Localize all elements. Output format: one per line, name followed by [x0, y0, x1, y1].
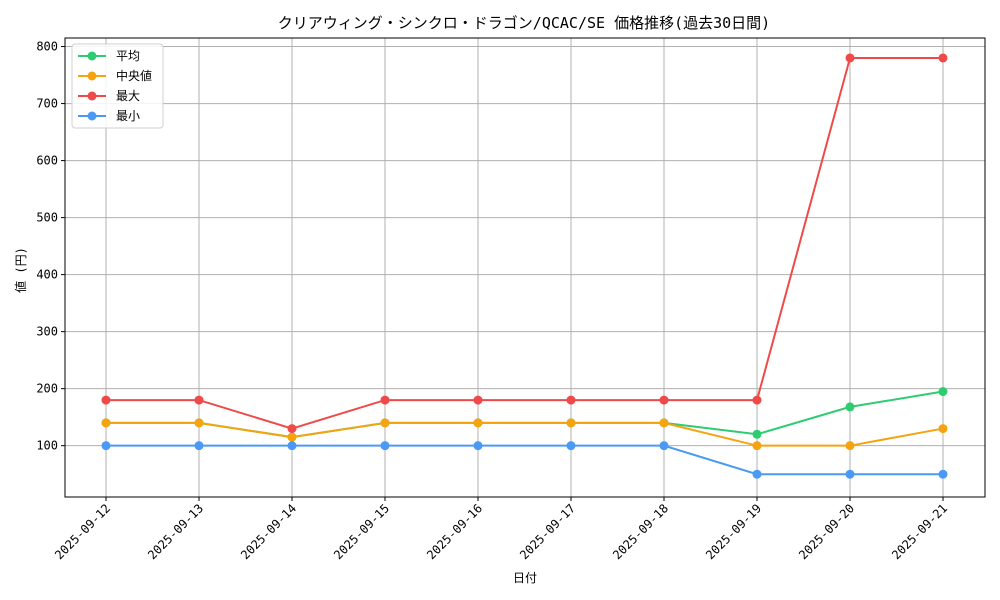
- data-point: [752, 429, 762, 439]
- y-tick-label: 400: [36, 268, 58, 282]
- grid: [65, 38, 985, 497]
- x-tick-label: 2025-09-13: [145, 501, 206, 562]
- data-point: [752, 395, 762, 405]
- data-point: [287, 432, 297, 442]
- y-tick-label: 700: [36, 97, 58, 111]
- data-point: [194, 395, 204, 405]
- data-point: [845, 53, 855, 63]
- x-tick-label: 2025-09-14: [238, 501, 299, 562]
- data-point: [473, 441, 483, 451]
- legend-item: 最小: [78, 109, 140, 123]
- x-tick-label: 2025-09-15: [331, 501, 392, 562]
- series-line: [106, 421, 944, 447]
- series-1: [101, 418, 948, 451]
- y-tick-label: 800: [36, 40, 58, 54]
- legend-label: 平均: [116, 49, 140, 63]
- legend-item: 中央値: [78, 68, 152, 83]
- legend-marker: [87, 91, 97, 101]
- data-point: [101, 395, 111, 405]
- y-tick-label: 200: [36, 382, 58, 396]
- data-point: [845, 402, 855, 412]
- x-tick-label: 2025-09-17: [517, 501, 578, 562]
- y-axis-title: 値 (円): [13, 247, 28, 293]
- legend-item: 最大: [78, 89, 140, 103]
- legend-box: [71, 43, 164, 129]
- data-point: [194, 418, 204, 428]
- legend-item: 平均: [78, 49, 140, 63]
- series-2: [101, 53, 948, 434]
- data-point: [752, 441, 762, 451]
- data-point: [380, 418, 390, 428]
- series-line: [106, 390, 944, 439]
- data-point: [752, 469, 762, 479]
- series-3: [101, 441, 948, 479]
- legend-marker: [87, 51, 97, 61]
- y-axis: 100 200 300 400 500 600 700 800: [36, 40, 65, 453]
- y-tick-label: 500: [36, 211, 58, 225]
- y-tick-label: 100: [36, 439, 58, 453]
- data-point: [938, 424, 948, 434]
- x-tick-label: 2025-09-16: [424, 501, 485, 562]
- data-point: [101, 441, 111, 451]
- data-point: [194, 441, 204, 451]
- data-point: [473, 395, 483, 405]
- legend-label: 最小: [116, 109, 140, 123]
- series-line: [106, 56, 943, 430]
- legend-marker: [87, 111, 97, 121]
- data-point: [659, 418, 669, 428]
- series-line: [106, 444, 943, 476]
- x-tick-label: 2025-09-21: [889, 501, 950, 562]
- y-tick-label: 300: [36, 325, 58, 339]
- data-point: [938, 53, 948, 63]
- data-point: [287, 441, 297, 451]
- data-point: [566, 441, 576, 451]
- data-point: [659, 441, 669, 451]
- data-point: [473, 418, 483, 428]
- data-point: [566, 418, 576, 428]
- legend-label: 最大: [116, 89, 140, 103]
- data-point: [566, 395, 576, 405]
- data-point: [845, 469, 855, 479]
- data-point: [659, 395, 669, 405]
- x-axis-title: 日付: [513, 571, 537, 585]
- data-point: [101, 418, 111, 428]
- data-point: [380, 395, 390, 405]
- x-tick-label: 2025-09-19: [703, 501, 764, 562]
- data-point: [287, 424, 297, 434]
- x-tick-label: 2025-09-20: [796, 501, 857, 562]
- chart-title: クリアウィング・シンクロ・ドラゴン/QCAC/SE 価格推移(過去30日間): [278, 14, 770, 32]
- x-axis: 2025-09-12 2025-09-13 2025-09-14 2025-09-15…: [52, 497, 950, 562]
- plot-area: [64, 37, 986, 498]
- x-tick-label: 2025-09-12: [52, 501, 113, 562]
- series-0: [101, 387, 948, 442]
- x-tick-label: 2025-09-18: [610, 501, 671, 562]
- y-tick-label: 600: [36, 154, 58, 168]
- legend-label: 中央値: [116, 68, 152, 83]
- legend-marker: [87, 71, 97, 81]
- data-point: [845, 441, 855, 451]
- data-point: [938, 469, 948, 479]
- data-point: [380, 441, 390, 451]
- data-point: [938, 387, 948, 397]
- series: [101, 53, 948, 479]
